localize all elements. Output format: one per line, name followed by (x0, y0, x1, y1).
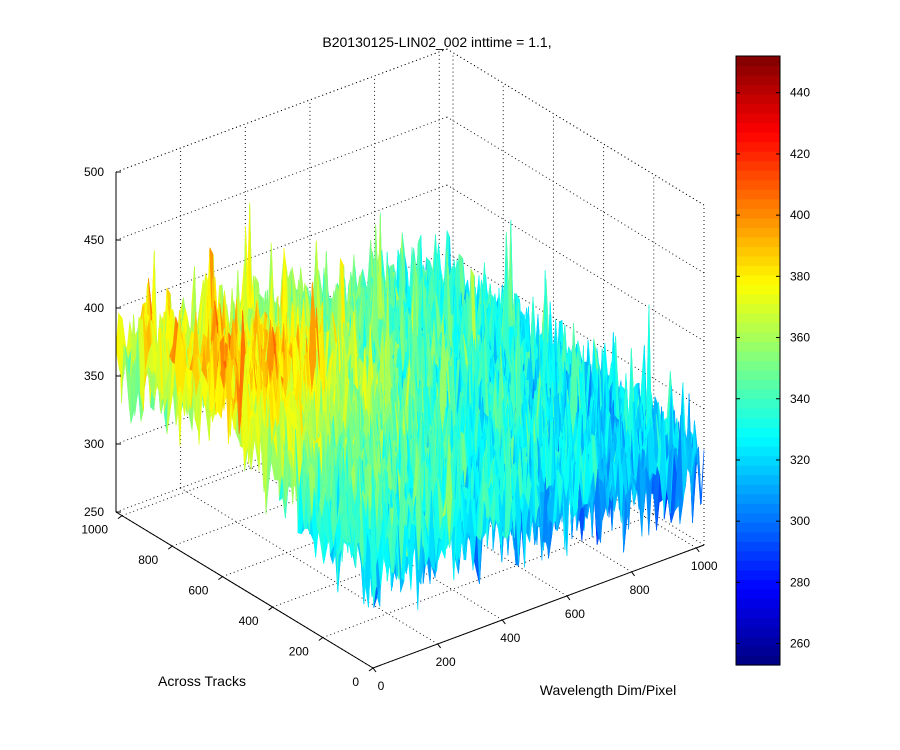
wall-grid-line (446, 48, 705, 206)
wall-grid-line (115, 184, 448, 309)
box-edge (115, 48, 448, 173)
wall-grid-line (446, 116, 705, 274)
box-edge (446, 48, 705, 206)
floor-grid-line (322, 514, 654, 638)
surface-layer (115, 202, 705, 610)
wall-grid-line (115, 116, 448, 241)
